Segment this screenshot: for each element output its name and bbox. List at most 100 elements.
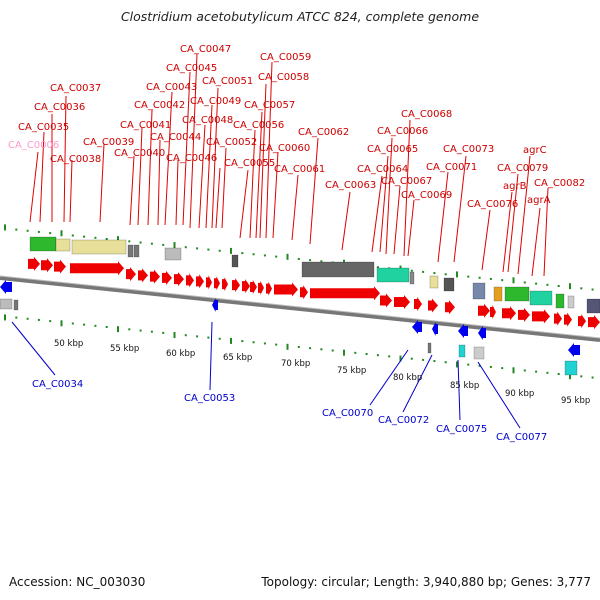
gene-label-ca-c0006[interactable]: CA_C0006	[8, 140, 59, 151]
gene-arrow	[554, 311, 562, 326]
gene-label-ca-c0065[interactable]: CA_C0065	[367, 144, 418, 155]
tick-mark	[422, 270, 425, 273]
gene-label-ca-c0059[interactable]: CA_C0059	[260, 52, 311, 63]
gene-label-ca-c0063[interactable]: CA_C0063	[325, 180, 376, 191]
gene-label-ca-c0045[interactable]: CA_C0045	[166, 63, 217, 74]
tick-mark	[591, 288, 594, 291]
gene-arrow	[174, 272, 184, 287]
tick-mark	[376, 354, 379, 357]
gene-label-ca-c0035[interactable]: CA_C0035	[18, 122, 69, 133]
feature-block	[55, 238, 71, 252]
feature-block	[443, 277, 455, 292]
tick-mark	[546, 371, 549, 374]
tick-mark	[580, 375, 583, 378]
tick-mark	[422, 358, 425, 361]
gene-label-ca-c0049[interactable]: CA_C0049	[190, 96, 241, 107]
tick-mark	[320, 260, 323, 263]
gene-label-ca-c0057[interactable]: CA_C0057	[244, 100, 295, 111]
gene-label-agrb[interactable]: agrB	[503, 181, 527, 192]
feature-block	[567, 295, 575, 309]
gene-label-ca-c0058[interactable]: CA_C0058	[258, 72, 309, 83]
gene-arrow	[250, 280, 257, 294]
feature-block	[429, 275, 439, 289]
tick-mark	[354, 351, 357, 354]
tick-mark	[512, 277, 515, 284]
gene-label-ca-c0037[interactable]: CA_C0037	[50, 83, 101, 94]
gene-label-ca-c0079[interactable]: CA_C0079	[497, 163, 548, 174]
gene-label-ca-c0044[interactable]: CA_C0044	[150, 132, 201, 143]
feature-block	[472, 282, 486, 300]
tick-mark	[489, 365, 492, 368]
tick-mark	[433, 272, 436, 275]
gene-label-ca-c0056[interactable]: CA_C0056	[233, 120, 284, 131]
forward-gene-arrows	[28, 256, 600, 330]
gene-label-ca-c0071[interactable]: CA_C0071	[426, 162, 477, 173]
gene-arrow	[478, 303, 490, 318]
feature-block	[164, 247, 182, 261]
gene-label-ca-c0082[interactable]: CA_C0082	[534, 178, 585, 189]
gene-arrow	[414, 297, 422, 312]
tick-mark	[297, 345, 300, 348]
gene-arrow	[412, 320, 422, 334]
gene-label-ca-c0052[interactable]: CA_C0052	[206, 137, 257, 148]
gene-arrow	[578, 314, 586, 329]
gene-label-ca-c0036[interactable]: CA_C0036	[34, 102, 85, 113]
gene-label-ca-c0039[interactable]: CA_C0039	[83, 137, 134, 148]
scale-label-65kbp: 65 kbp	[223, 353, 252, 363]
tick-mark	[309, 347, 312, 350]
gene-label-ca-c0060[interactable]: CA_C0060	[259, 143, 310, 154]
tick-mark	[478, 364, 481, 367]
gene-label-ca-c0067[interactable]: CA_C0067	[381, 176, 432, 187]
gene-arrow	[214, 276, 220, 291]
reverse-gene-labels: CA_C0034 CA_C0053 CA_C0070 CA_C0072 CA_C…	[32, 379, 547, 443]
gene-label-agra[interactable]: agrA	[527, 195, 551, 206]
tick-mark	[376, 266, 379, 269]
gene-label-ca-c0068[interactable]: CA_C0068	[401, 109, 452, 120]
gene-label-ca-c0062[interactable]: CA_C0062	[298, 127, 349, 138]
feature-block	[409, 271, 415, 285]
tick-mark	[218, 337, 221, 340]
gene-label-ca-c0053[interactable]: CA_C0053	[184, 393, 235, 404]
tick-mark	[263, 342, 266, 345]
gene-arrow	[196, 274, 204, 289]
tick-mark	[207, 248, 210, 251]
gene-label-ca-c0041[interactable]: CA_C0041	[120, 120, 171, 131]
gene-label-ca-c0051[interactable]: CA_C0051	[202, 76, 253, 87]
gene-label-ca-c0072[interactable]: CA_C0072	[378, 415, 429, 426]
tick-mark	[297, 257, 300, 260]
gene-label-ca-c0055[interactable]: CA_C0055	[224, 158, 275, 169]
gene-label-ca-c0075[interactable]: CA_C0075	[436, 424, 487, 435]
gene-arrow	[54, 259, 66, 274]
gene-label-ca-c0040[interactable]: CA_C0040	[114, 148, 165, 159]
gene-label-ca-c0069[interactable]: CA_C0069	[401, 190, 452, 201]
scale-label-60kbp: 60 kbp	[166, 349, 195, 359]
gene-label-ca-c0047[interactable]: CA_C0047	[180, 44, 231, 55]
scale-label-95kbp: 95 kbp	[561, 396, 590, 406]
gene-label-ca-c0073[interactable]: CA_C0073	[443, 144, 494, 155]
gene-label-ca-c0066[interactable]: CA_C0066	[377, 126, 428, 137]
tick-mark	[83, 235, 86, 238]
upper-tick-track	[4, 224, 594, 291]
tick-mark	[71, 322, 74, 325]
gene-label-ca-c0076[interactable]: CA_C0076	[467, 199, 518, 210]
gene-label-ca-c0046[interactable]: CA_C0046	[166, 153, 217, 164]
scale-label-70kbp: 70 kbp	[281, 359, 310, 369]
tick-mark	[15, 228, 18, 231]
gene-label-ca-c0048[interactable]: CA_C0048	[182, 115, 233, 126]
gene-label-ca-c0064[interactable]: CA_C0064	[357, 164, 408, 175]
gene-label-ca-c0061[interactable]: CA_C0061	[274, 164, 325, 175]
tick-mark	[512, 367, 515, 374]
gene-label-agrc[interactable]: agrC	[523, 145, 547, 156]
tick-mark	[241, 340, 244, 343]
gene-arrow	[150, 269, 160, 284]
gene-arrow	[126, 267, 136, 282]
gene-arrow	[206, 275, 212, 290]
gene-label-ca-c0070[interactable]: CA_C0070	[322, 408, 373, 419]
gene-label-ca-c0043[interactable]: CA_C0043	[146, 82, 197, 93]
gene-label-ca-c0042[interactable]: CA_C0042	[134, 100, 185, 111]
gene-label-ca-c0077[interactable]: CA_C0077	[496, 432, 547, 443]
gene-arrow	[138, 268, 148, 283]
tick-mark	[546, 283, 549, 286]
gene-label-ca-c0034[interactable]: CA_C0034	[32, 379, 83, 390]
gene-label-ca-c0038[interactable]: CA_C0038	[50, 154, 101, 165]
